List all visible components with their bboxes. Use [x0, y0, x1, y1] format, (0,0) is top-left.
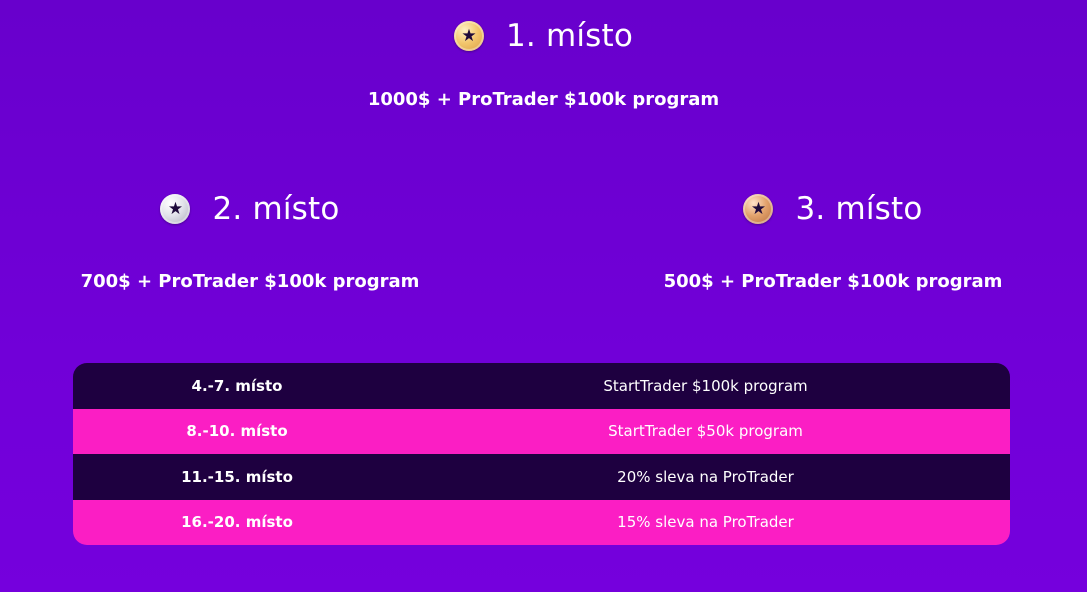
- third-place-card: ★ 3. místo 500$ + ProTrader $100k progra…: [625, 191, 1041, 292]
- second-place-card: ★ 2. místo 700$ + ProTrader $100k progra…: [40, 191, 460, 292]
- reward-prize-cell: StartTrader $100k program: [603, 376, 808, 395]
- table-row: 4.-7. místo StartTrader $100k program: [73, 363, 1010, 409]
- third-place-prize: 500$ + ProTrader $100k program: [663, 271, 1003, 292]
- first-place-heading: ★ 1. místo: [453, 18, 634, 54]
- second-place-prize: 700$ + ProTrader $100k program: [80, 271, 420, 292]
- second-place-title: 2. místo: [212, 191, 340, 227]
- reward-rank-cell: 11.-15. místo: [181, 467, 293, 486]
- third-place-title: 3. místo: [795, 191, 923, 227]
- bronze-star-medal-icon: ★: [743, 194, 774, 224]
- reward-prize-cell: 20% sleva na ProTrader: [617, 467, 794, 486]
- second-place-heading: ★ 2. místo: [160, 191, 339, 227]
- reward-prize-cell: StartTrader $50k program: [608, 422, 803, 441]
- first-place-card: ★ 1. místo 1000$ + ProTrader $100k progr…: [0, 18, 1087, 110]
- table-row: 16.-20. místo 15% sleva na ProTrader: [73, 499, 1010, 545]
- first-place-prize: 1000$ + ProTrader $100k program: [367, 89, 720, 110]
- rewards-table: 4.-7. místo StartTrader $100k program 8.…: [73, 363, 1010, 545]
- silver-star-medal-icon: ★: [160, 194, 191, 224]
- gold-star-medal-icon: ★: [453, 21, 484, 51]
- first-place-title: 1. místo: [505, 18, 634, 54]
- reward-rank-cell: 16.-20. místo: [181, 513, 293, 532]
- reward-rank-cell: 4.-7. místo: [191, 376, 283, 395]
- table-row: 8.-10. místo StartTrader $50k program: [73, 408, 1010, 454]
- third-place-heading: ★ 3. místo: [743, 191, 922, 227]
- reward-prize-cell: 15% sleva na ProTrader: [617, 513, 794, 532]
- reward-rank-cell: 8.-10. místo: [186, 422, 288, 441]
- table-row: 11.-15. místo 20% sleva na ProTrader: [73, 454, 1010, 500]
